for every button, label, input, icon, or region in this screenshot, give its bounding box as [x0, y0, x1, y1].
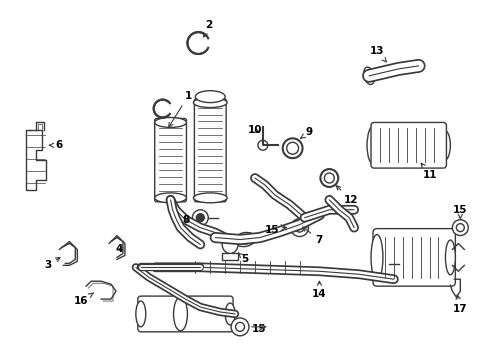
Wedge shape — [198, 39, 209, 47]
Ellipse shape — [286, 142, 298, 154]
Circle shape — [257, 140, 267, 150]
Ellipse shape — [370, 235, 382, 280]
Ellipse shape — [173, 297, 187, 331]
Ellipse shape — [282, 138, 302, 158]
Ellipse shape — [224, 303, 235, 325]
Text: 15: 15 — [452, 205, 467, 219]
Text: 6: 6 — [49, 140, 63, 150]
Text: 5: 5 — [238, 253, 248, 264]
Ellipse shape — [154, 193, 186, 203]
Circle shape — [192, 210, 208, 226]
Text: 2: 2 — [203, 20, 211, 37]
Text: 11: 11 — [420, 163, 437, 180]
FancyBboxPatch shape — [372, 229, 454, 286]
Ellipse shape — [153, 100, 171, 117]
Ellipse shape — [231, 318, 248, 336]
Text: 8: 8 — [183, 215, 190, 225]
Ellipse shape — [193, 193, 226, 203]
Ellipse shape — [235, 323, 244, 331]
Ellipse shape — [136, 301, 145, 327]
Text: 9: 9 — [300, 127, 312, 138]
Text: 7: 7 — [302, 227, 323, 244]
Text: 16: 16 — [74, 293, 93, 306]
Text: 14: 14 — [311, 281, 326, 299]
Ellipse shape — [436, 129, 449, 161]
Text: 3: 3 — [44, 257, 60, 270]
FancyBboxPatch shape — [194, 99, 225, 202]
FancyBboxPatch shape — [154, 118, 186, 202]
Text: 13: 13 — [369, 46, 386, 62]
Ellipse shape — [222, 235, 238, 253]
Ellipse shape — [236, 234, 253, 245]
Ellipse shape — [290, 219, 308, 237]
Ellipse shape — [154, 117, 186, 127]
FancyBboxPatch shape — [138, 296, 233, 332]
Text: 15: 15 — [264, 225, 279, 235]
Ellipse shape — [445, 240, 454, 275]
Text: 15: 15 — [251, 324, 266, 334]
Text: 17: 17 — [452, 295, 467, 314]
Text: 10: 10 — [247, 125, 262, 135]
Text: 12: 12 — [336, 186, 358, 205]
Ellipse shape — [363, 67, 374, 85]
Wedge shape — [163, 104, 171, 113]
Ellipse shape — [294, 223, 304, 232]
Ellipse shape — [234, 233, 255, 247]
Ellipse shape — [195, 91, 224, 103]
FancyBboxPatch shape — [370, 122, 446, 168]
Ellipse shape — [187, 32, 209, 54]
Circle shape — [196, 214, 204, 222]
Ellipse shape — [320, 169, 338, 187]
Ellipse shape — [455, 224, 463, 231]
Text: 1: 1 — [168, 91, 192, 127]
Ellipse shape — [366, 125, 380, 165]
Ellipse shape — [324, 173, 334, 183]
Text: 4: 4 — [115, 244, 122, 255]
Ellipse shape — [193, 98, 226, 108]
Ellipse shape — [451, 220, 468, 235]
